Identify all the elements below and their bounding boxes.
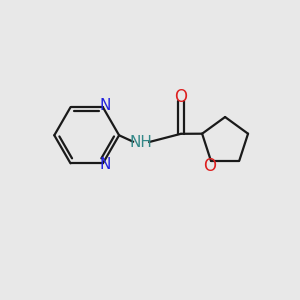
Text: O: O [203, 157, 216, 175]
Text: N: N [100, 98, 111, 113]
Text: O: O [174, 88, 188, 106]
Text: N: N [100, 157, 111, 172]
Text: NH: NH [130, 135, 153, 150]
